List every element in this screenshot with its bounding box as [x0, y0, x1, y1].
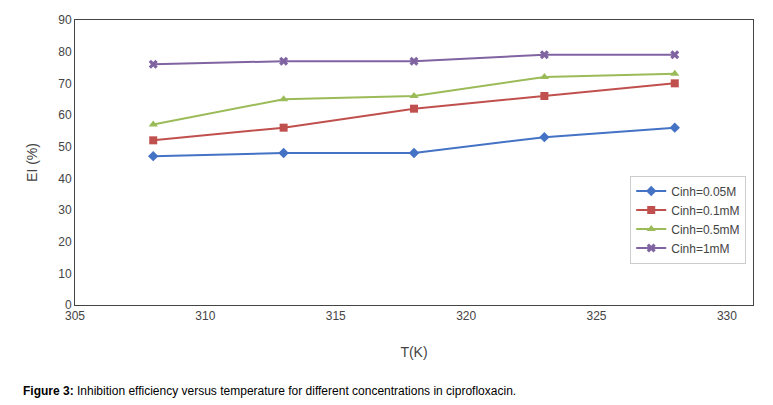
svg-text:30: 30 — [58, 203, 72, 217]
svg-text:Figure 3: Inhibition efficienc: Figure 3: Inhibition efficiency versus t… — [23, 384, 516, 398]
svg-text:80: 80 — [58, 45, 72, 59]
svg-text:Cinh=0.05M: Cinh=0.05M — [671, 185, 736, 199]
svg-text:325: 325 — [587, 309, 607, 323]
svg-text:40: 40 — [58, 172, 72, 186]
svg-text:10: 10 — [58, 267, 72, 281]
svg-text:Cinh=0.1mM: Cinh=0.1mM — [671, 204, 739, 218]
svg-text:EI (%): EI (%) — [24, 143, 40, 182]
svg-text:310: 310 — [195, 309, 215, 323]
svg-text:305: 305 — [65, 309, 85, 323]
svg-text:320: 320 — [456, 309, 476, 323]
svg-text:Cinh=1mM: Cinh=1mM — [671, 242, 729, 256]
svg-text:315: 315 — [326, 309, 346, 323]
svg-text:90: 90 — [58, 13, 72, 27]
svg-text:330: 330 — [717, 309, 737, 323]
svg-text:0: 0 — [65, 298, 72, 312]
svg-text:60: 60 — [58, 108, 72, 122]
svg-text:20: 20 — [58, 235, 72, 249]
svg-text:Cinh=0.5mM: Cinh=0.5mM — [671, 223, 739, 237]
svg-text:T(K): T(K) — [400, 344, 427, 360]
svg-text:70: 70 — [58, 77, 72, 91]
svg-text:50: 50 — [58, 140, 72, 154]
